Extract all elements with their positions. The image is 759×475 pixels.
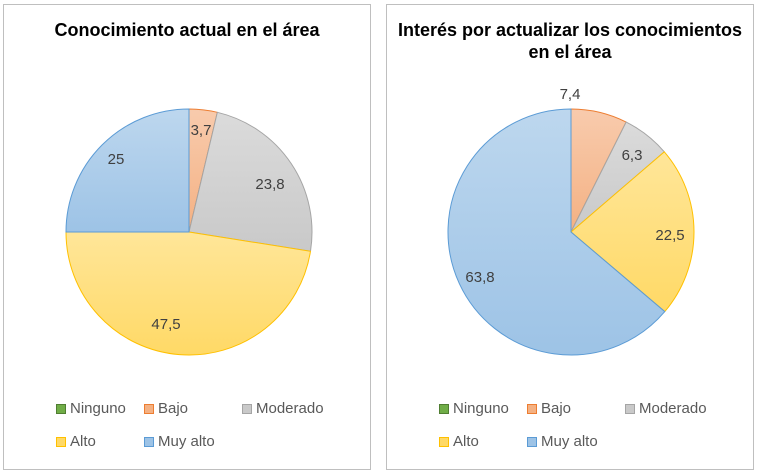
- legend-swatch: [625, 403, 635, 414]
- legend-swatch: [144, 403, 154, 414]
- legend-swatch: [439, 436, 449, 447]
- legend-label: Ninguno: [70, 400, 126, 417]
- data-label-moderado: 6,3: [622, 147, 643, 164]
- legend-item-bajo: Bajo: [527, 400, 571, 417]
- legend-label: Alto: [453, 433, 479, 450]
- legend-label: Moderado: [256, 400, 324, 417]
- legend-label: Bajo: [158, 400, 189, 417]
- chart-panel-interes-actualizar: Interés por actualizar los conocimientos…: [386, 4, 754, 470]
- legend-swatch: [56, 436, 66, 447]
- pie-slice-alto: [570, 151, 695, 313]
- pie-slice-muy-alto: [447, 108, 666, 356]
- legend-label: Moderado: [639, 400, 707, 417]
- legend-item-muy-alto: Muy alto: [527, 433, 598, 450]
- legend-label: Ninguno: [453, 400, 509, 417]
- legend-item-bajo: Bajo: [144, 400, 188, 417]
- legend-item-moderado: Moderado: [625, 400, 707, 417]
- legend-item-moderado: Moderado: [242, 400, 324, 417]
- legend-item-muy-alto: Muy alto: [144, 433, 215, 450]
- chart-title: Conocimiento actual en el área: [54, 20, 320, 40]
- data-label-alto: 22,5: [655, 227, 684, 244]
- legend-label: Muy alto: [541, 433, 598, 450]
- pie-chart: 7,4 6,3 22,5 63,8: [447, 86, 695, 356]
- data-label-bajo: 7,4: [560, 86, 581, 103]
- legend-swatch: [242, 403, 252, 414]
- legend-swatch: [439, 403, 449, 414]
- pie-slice-moderado: [188, 111, 313, 252]
- data-label-moderado: 23,8: [255, 176, 284, 193]
- data-label-bajo: 3,7: [191, 122, 212, 139]
- pie-slice-alto: [65, 231, 312, 356]
- legend-swatch: [527, 436, 537, 447]
- legend-swatch: [527, 403, 537, 414]
- legend-item-ninguno: Ninguno: [56, 400, 126, 417]
- chart-panel-conocimiento-actual: Conocimiento actual en el área 3,7 23,8 47…: [3, 4, 371, 470]
- pie-chart: 3,7 23,8 47,5 25: [65, 108, 313, 356]
- legend-item-alto: Alto: [56, 433, 96, 450]
- data-label-alto: 47,5: [151, 316, 180, 333]
- legend-item-ninguno: Ninguno: [439, 400, 509, 417]
- legend-label: Alto: [70, 433, 96, 450]
- legend-swatch: [144, 436, 154, 447]
- data-label-muy-alto: 25: [108, 151, 125, 168]
- chart-title: Interés por actualizar los conocimientos…: [397, 20, 743, 62]
- legend-item-alto: Alto: [439, 433, 479, 450]
- legend-label: Bajo: [541, 400, 572, 417]
- legend-label: Muy alto: [158, 433, 215, 450]
- legend-swatch: [56, 403, 66, 414]
- data-label-muy-alto: 63,8: [465, 269, 494, 286]
- pie-slice-muy-alto: [65, 108, 190, 233]
